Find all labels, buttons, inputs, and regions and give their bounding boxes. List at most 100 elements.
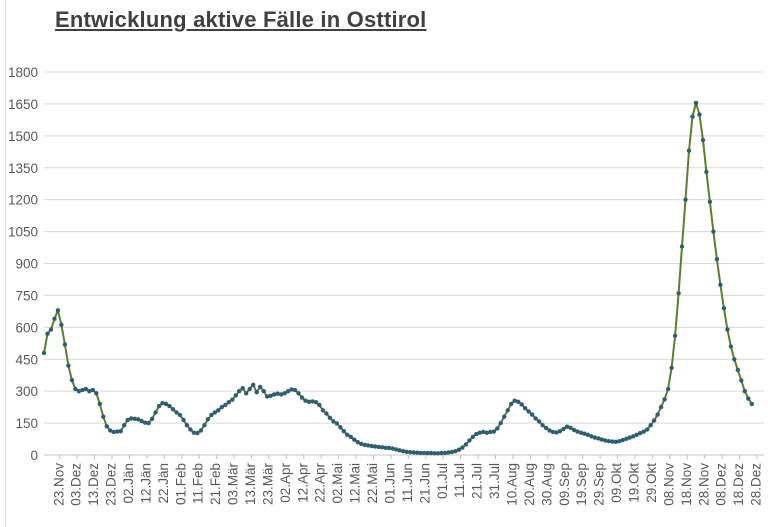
data-point (80, 387, 85, 393)
data-point (383, 445, 388, 450)
data-point (522, 406, 528, 411)
x-tick-label: 29.Sep (592, 463, 607, 506)
data-point (247, 386, 252, 392)
data-point (359, 441, 364, 447)
x-tick-label: 31.Jul (487, 463, 502, 499)
data-point (167, 403, 172, 409)
x-tick-label: 21.Jul (470, 463, 485, 499)
data-point (230, 397, 235, 402)
data-point (460, 445, 465, 450)
data-point (244, 391, 249, 396)
data-point (320, 408, 326, 413)
data-point (658, 404, 664, 410)
data-point (495, 426, 500, 431)
data-point (585, 432, 591, 437)
data-point (655, 412, 660, 417)
data-point (369, 443, 374, 449)
data-point (251, 382, 256, 387)
data-point (463, 442, 469, 447)
data-point (188, 427, 193, 432)
data-point (306, 399, 312, 404)
data-point (139, 418, 144, 424)
data-point (181, 417, 186, 423)
series-markers (41, 100, 754, 456)
data-point (338, 425, 343, 430)
data-point (104, 424, 110, 429)
x-tick-label: 03.Dez (69, 463, 84, 506)
data-point (202, 423, 207, 428)
data-point (634, 432, 639, 437)
data-point (707, 199, 713, 204)
data-point (376, 444, 381, 450)
data-point (48, 327, 54, 332)
data-point (439, 450, 444, 456)
data-point (129, 416, 134, 421)
data-point (237, 389, 242, 394)
data-point (125, 417, 130, 423)
data-point (561, 426, 566, 432)
data-point (352, 437, 357, 442)
data-point (264, 394, 270, 399)
data-point (404, 449, 409, 454)
y-tick-label: 600 (15, 320, 38, 335)
data-point (341, 429, 346, 434)
data-point (453, 449, 458, 454)
data-point (233, 393, 238, 398)
x-tick-label: 23.Nov (51, 463, 66, 506)
x-axis-labels: 23.Nov 03.Dez 13.Dez 23.Dez 02.Jän 12.Jän 22.J… (51, 463, 763, 506)
data-point (446, 450, 451, 455)
data-point (418, 450, 423, 456)
chart-title: Entwicklung aktive Fälle in Osttirol (55, 7, 427, 32)
data-point (529, 412, 535, 417)
data-point (62, 342, 68, 347)
x-tick-label: 18.Dez (731, 463, 746, 506)
data-point (397, 448, 402, 453)
x-tick-label: 02.Mai (330, 463, 345, 504)
data-point (282, 391, 287, 396)
data-point (122, 423, 127, 428)
data-point (617, 439, 622, 444)
data-point (111, 429, 116, 435)
data-point (568, 425, 573, 430)
data-point (550, 429, 556, 435)
x-tick-label: 23.Dez (104, 463, 119, 506)
x-tick-label: 19.Okt (627, 463, 642, 503)
data-point (725, 327, 730, 332)
data-point (502, 414, 507, 419)
data-point (467, 438, 472, 443)
data-point (285, 389, 291, 394)
data-point (683, 197, 688, 202)
data-point (533, 416, 538, 421)
x-tick-label: 22.Mai (365, 463, 380, 504)
data-point (739, 378, 744, 383)
data-point (700, 137, 706, 143)
data-point (94, 391, 99, 396)
data-point (170, 407, 176, 412)
data-point (258, 384, 263, 390)
data-point (373, 444, 378, 449)
x-tick-label: 12.Mai (348, 463, 363, 504)
y-tick-label: 0 (30, 448, 38, 463)
y-tick-label: 1800 (8, 65, 38, 80)
data-point (240, 386, 245, 391)
data-point (606, 439, 611, 444)
data-point (90, 387, 96, 393)
data-point (672, 333, 678, 338)
data-point (149, 416, 155, 421)
data-point (425, 450, 430, 456)
series-path (43, 101, 753, 455)
x-tick-label: 13.Dez (86, 463, 101, 506)
data-point (456, 447, 462, 452)
data-point (470, 434, 475, 440)
data-point (327, 415, 333, 420)
data-point (718, 282, 723, 287)
data-point (603, 438, 608, 443)
x-tick-label: 12.Apr (295, 463, 310, 503)
data-point (421, 450, 427, 456)
data-point (275, 391, 280, 396)
x-tick-label: 28.Dez (749, 463, 764, 506)
data-point (449, 449, 455, 455)
data-point (135, 417, 141, 422)
data-point (289, 387, 294, 392)
data-point (101, 414, 106, 419)
